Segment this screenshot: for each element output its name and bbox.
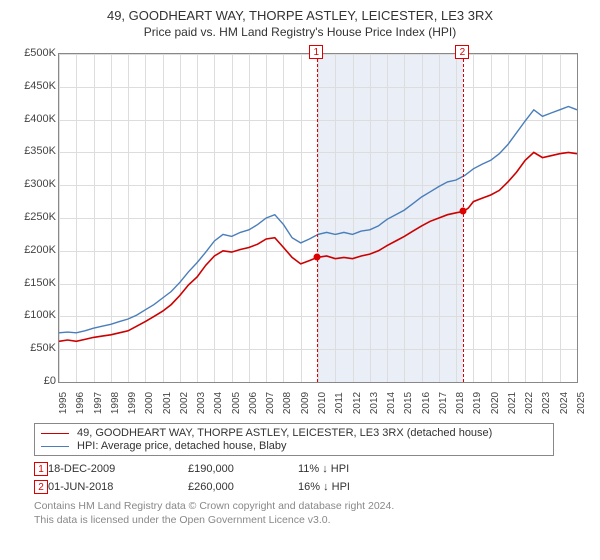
legend-label: HPI: Average price, detached house, Blab… [77, 440, 287, 452]
x-tick-label: 2011 [334, 392, 345, 414]
x-tick-label: 2023 [541, 392, 552, 414]
transaction-row: 201-JUN-2018£260,00016% ↓ HPI [34, 480, 554, 494]
marker-badge: 2 [455, 45, 469, 59]
x-tick-label: 1999 [127, 392, 138, 414]
x-tick-label: 2000 [144, 392, 155, 414]
x-tick-label: 2002 [179, 392, 190, 414]
legend-label: 49, GOODHEART WAY, THORPE ASTLEY, LEICES… [77, 427, 492, 439]
y-tick-label: £350K [24, 145, 56, 157]
y-tick-label: £50K [30, 342, 56, 354]
legend-item: 49, GOODHEART WAY, THORPE ASTLEY, LEICES… [41, 427, 547, 439]
x-tick-label: 1997 [93, 392, 104, 414]
plot-region [58, 53, 578, 383]
x-tick-label: 2013 [369, 392, 380, 414]
legend-swatch [41, 446, 69, 447]
chart-title: 49, GOODHEART WAY, THORPE ASTLEY, LEICES… [12, 8, 588, 23]
x-tick-label: 2001 [162, 392, 173, 414]
transaction-delta: 11% ↓ HPI [298, 463, 408, 475]
chart-subtitle: Price paid vs. HM Land Registry's House … [12, 25, 588, 39]
x-tick-label: 2007 [265, 392, 276, 414]
marker-line [317, 54, 318, 382]
x-tick-label: 2025 [576, 392, 587, 414]
x-tick-label: 2014 [386, 392, 397, 414]
x-tick-label: 1996 [75, 392, 86, 414]
footer-line: This data is licensed under the Open Gov… [34, 514, 588, 528]
legend-item: HPI: Average price, detached house, Blab… [41, 440, 547, 452]
x-tick-label: 2005 [231, 392, 242, 414]
x-tick-label: 2016 [421, 392, 432, 414]
transaction-delta: 16% ↓ HPI [298, 481, 408, 493]
x-tick-label: 2021 [507, 392, 518, 414]
chart-area: £0 £50K £100K £150K £200K £250K £300K £350K £400… [12, 45, 588, 415]
marker-badge: 1 [309, 45, 323, 59]
transaction-date: 01-JUN-2018 [48, 481, 188, 493]
footer-attribution: Contains HM Land Registry data © Crown c… [34, 500, 588, 527]
x-tick-label: 2006 [248, 392, 259, 414]
y-tick-label: £400K [24, 113, 56, 125]
y-tick-label: £500K [24, 47, 56, 59]
transaction-dot [314, 254, 321, 261]
x-tick-label: 2020 [490, 392, 501, 414]
x-tick-label: 1995 [58, 392, 69, 414]
x-tick-label: 2009 [300, 392, 311, 414]
transaction-row: 118-DEC-2009£190,00011% ↓ HPI [34, 462, 554, 476]
x-tick-label: 2018 [455, 392, 466, 414]
transaction-price: £260,000 [188, 481, 298, 493]
y-tick-label: £150K [24, 277, 56, 289]
x-tick-label: 2004 [213, 392, 224, 414]
x-tick-label: 2012 [352, 392, 363, 414]
y-tick-label: £250K [24, 211, 56, 223]
legend-swatch [41, 433, 69, 434]
y-tick-label: £450K [24, 80, 56, 92]
transaction-date: 18-DEC-2009 [48, 463, 188, 475]
transaction-price: £190,000 [188, 463, 298, 475]
chart-container: 49, GOODHEART WAY, THORPE ASTLEY, LEICES… [0, 0, 600, 533]
transaction-dot [460, 208, 467, 215]
x-tick-label: 2024 [559, 392, 570, 414]
x-tick-label: 2003 [196, 392, 207, 414]
x-tick-label: 2017 [438, 392, 449, 414]
transactions-list: 118-DEC-2009£190,00011% ↓ HPI 201-JUN-201… [34, 462, 588, 494]
x-tick-label: 2022 [524, 392, 535, 414]
y-tick-label: £100K [24, 309, 56, 321]
transaction-badge: 2 [34, 480, 48, 494]
x-tick-label: 2019 [472, 392, 483, 414]
x-tick-label: 2008 [282, 392, 293, 414]
marker-line [463, 54, 464, 382]
footer-line: Contains HM Land Registry data © Crown c… [34, 500, 588, 514]
legend-box: 49, GOODHEART WAY, THORPE ASTLEY, LEICES… [34, 423, 554, 456]
x-tick-label: 2015 [403, 392, 414, 414]
transaction-badge: 1 [34, 462, 48, 476]
y-tick-label: £0 [44, 375, 56, 387]
x-tick-label: 2010 [317, 392, 328, 414]
y-tick-label: £200K [24, 244, 56, 256]
y-tick-label: £300K [24, 178, 56, 190]
x-tick-label: 1998 [110, 392, 121, 414]
